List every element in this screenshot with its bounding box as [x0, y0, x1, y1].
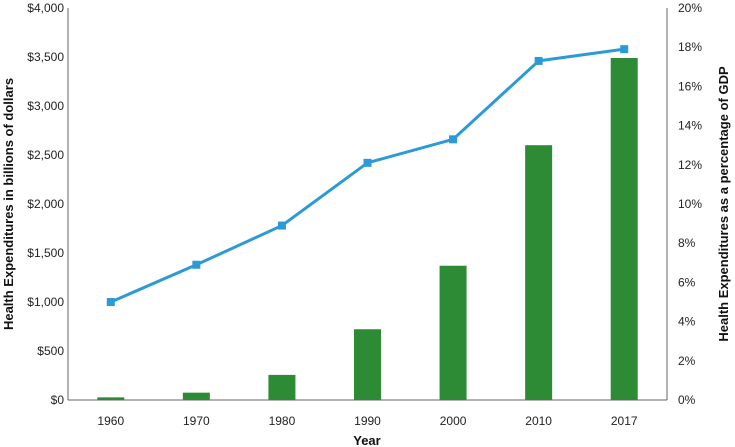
- x-tick-label: 1960: [97, 414, 124, 428]
- bar-1960: [97, 397, 125, 400]
- y-right-tick-label: 14%: [678, 119, 702, 133]
- y-right-tick-label: 20%: [678, 1, 702, 15]
- y-right-tick-label: 6%: [678, 275, 696, 289]
- y-right-tick-label: 0%: [678, 393, 696, 407]
- y-right-tick-label: 2%: [678, 354, 696, 368]
- y-left-tick-label: $3,000: [27, 99, 64, 113]
- x-tick-label: 2010: [525, 414, 552, 428]
- x-tick-label: 2000: [440, 414, 467, 428]
- x-tick-label: 1980: [269, 414, 296, 428]
- bar-2000: [439, 265, 467, 400]
- y-right-tick-label: 10%: [678, 197, 702, 211]
- y-left-tick-label: $1,000: [27, 295, 64, 309]
- y-right-tick-label: 12%: [678, 158, 702, 172]
- bar-2017: [610, 57, 638, 400]
- y-left-tick-label: $2,000: [27, 197, 64, 211]
- line-marker-2000: [449, 135, 458, 144]
- line-series: [106, 45, 629, 306]
- line-marker-1990: [363, 158, 372, 167]
- line-marker-2010: [534, 56, 543, 65]
- y-left-tick-label: $3,500: [27, 50, 64, 64]
- line-marker-1970: [192, 260, 201, 269]
- y-right-tick-label: 16%: [678, 79, 702, 93]
- y-left-tick-label: $1,500: [27, 246, 64, 260]
- y-axis-right-title: Health Expenditures as a percentage of G…: [716, 66, 731, 342]
- y-axis-left-title: Health Expenditures in billions of dolla…: [1, 78, 16, 330]
- bar-series: [97, 57, 638, 400]
- x-tick-label: 2017: [611, 414, 638, 428]
- bar-1990: [354, 329, 381, 400]
- x-tick-label: 1970: [183, 414, 210, 428]
- y-right-tick-label: 4%: [678, 315, 696, 329]
- line-marker-1960: [106, 298, 115, 306]
- x-tick-label: 1990: [354, 414, 381, 428]
- x-axis-title: Year: [353, 433, 380, 447]
- line-marker-2017: [620, 45, 629, 54]
- y-left-tick-label: $0: [51, 393, 65, 407]
- y-left-tick-label: $2,500: [27, 148, 64, 162]
- y-right-tick-label: 18%: [678, 40, 702, 54]
- bar-2010: [525, 145, 553, 400]
- tick-labels: $0 $500 $1,000 $1,500 $2,000 $2,500 $3,000 $3,5…: [27, 1, 702, 428]
- y-right-tick-label: 8%: [678, 236, 696, 250]
- line-marker-1980: [277, 221, 286, 230]
- y-left-tick-label: $500: [37, 344, 64, 358]
- bar-1980: [268, 374, 296, 400]
- y-left-tick-label: $4,000: [27, 1, 64, 15]
- bar-1970: [182, 392, 210, 400]
